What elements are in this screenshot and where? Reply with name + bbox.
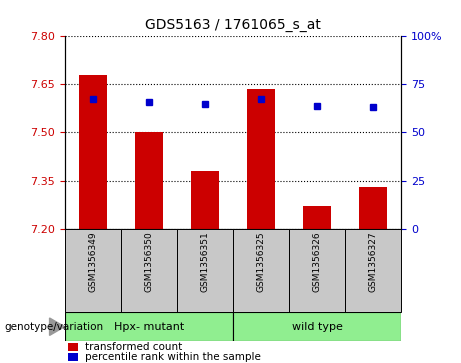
Title: GDS5163 / 1761065_s_at: GDS5163 / 1761065_s_at: [145, 19, 321, 33]
Bar: [65, 229, 121, 312]
Text: genotype/variation: genotype/variation: [5, 322, 104, 332]
Bar: [191, 171, 219, 229]
Text: wild type: wild type: [291, 322, 343, 332]
Bar: [135, 132, 163, 229]
Text: GSM1356325: GSM1356325: [256, 231, 266, 292]
Bar: [68, 353, 78, 361]
Bar: [177, 229, 233, 312]
Bar: [121, 229, 177, 312]
Text: transformed count: transformed count: [85, 342, 182, 352]
Bar: [78, 75, 106, 229]
Text: percentile rank within the sample: percentile rank within the sample: [85, 352, 260, 362]
Text: GSM1356326: GSM1356326: [313, 231, 321, 292]
Text: Hpx- mutant: Hpx- mutant: [113, 322, 184, 332]
Bar: [359, 187, 387, 229]
Bar: [233, 312, 401, 341]
Text: GSM1356327: GSM1356327: [368, 231, 378, 292]
Text: GSM1356350: GSM1356350: [144, 231, 153, 292]
Bar: [65, 312, 233, 341]
Bar: [68, 343, 78, 351]
Text: GSM1356351: GSM1356351: [200, 231, 209, 292]
Bar: [247, 89, 275, 229]
Bar: [289, 229, 345, 312]
Bar: [303, 206, 331, 229]
Bar: [233, 229, 289, 312]
Text: GSM1356349: GSM1356349: [88, 231, 97, 292]
Bar: [345, 229, 401, 312]
Polygon shape: [50, 318, 65, 335]
